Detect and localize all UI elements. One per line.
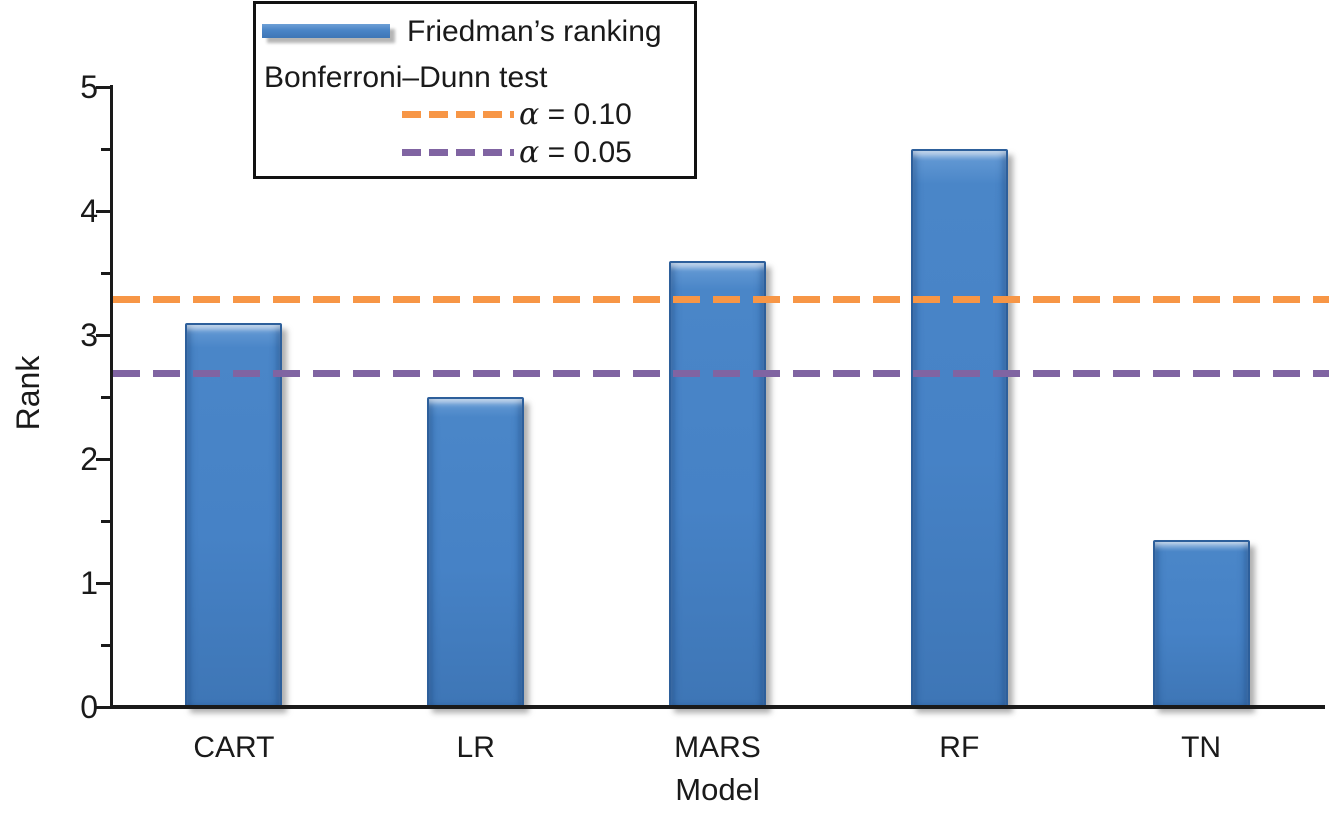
y-minor-tick: [101, 643, 110, 647]
x-tick-label-tn: TN: [1181, 731, 1222, 764]
x-tick-label-lr: LR: [456, 731, 495, 764]
bar-rf: [910, 149, 1008, 707]
alpha-010-value: = 0.10: [547, 98, 632, 131]
legend-box: Friedman’s ranking Bonferroni–Dunn test …: [253, 1, 697, 179]
x-axis-title: Model: [675, 772, 760, 807]
y-major-tick: [96, 85, 110, 89]
x-tick-label-mars: MARS: [674, 731, 761, 764]
y-tick-label: 5: [80, 69, 98, 105]
reference-line-alpha-005: [113, 369, 1329, 377]
y-tick-label: 0: [80, 689, 98, 725]
legend-dash-swatch-alpha-010: [402, 111, 514, 118]
bar-tn: [1152, 539, 1250, 707]
x-tick-label-cart: CART: [193, 731, 275, 764]
y-minor-tick: [101, 395, 110, 399]
bar-cart: [185, 322, 283, 707]
bar-mars: [669, 260, 766, 707]
legend-label-alpha-010: α = 0.10: [519, 97, 632, 133]
y-tick-label: 3: [80, 317, 98, 353]
y-minor-tick: [101, 519, 110, 523]
y-major-tick: [96, 333, 110, 337]
legend-series-label: Friedman’s ranking: [407, 15, 662, 48]
y-minor-tick: [101, 271, 110, 275]
alpha-symbol: α: [519, 135, 540, 170]
legend-group-label: Bonferroni–Dunn test: [264, 61, 548, 94]
y-tick-label: 1: [80, 565, 98, 601]
legend-dash-swatch-alpha-005: [402, 149, 514, 156]
y-major-tick: [96, 209, 110, 213]
reference-line-alpha-010: [113, 295, 1329, 303]
y-major-tick: [96, 457, 110, 461]
x-tick-label-rf: RF: [939, 731, 980, 764]
y-tick-label: 4: [80, 193, 98, 229]
y-axis-title: Rank: [10, 355, 46, 431]
x-axis-line: [110, 705, 1325, 709]
y-major-tick: [96, 705, 110, 709]
legend-bar-swatch: [262, 24, 390, 38]
y-minor-tick: [101, 147, 110, 151]
y-major-tick: [96, 581, 110, 585]
legend-label-alpha-005: α = 0.05: [519, 135, 632, 171]
y-tick-label: 2: [80, 441, 98, 477]
alpha-005-value: = 0.05: [547, 136, 632, 169]
bar-lr: [427, 397, 525, 707]
alpha-symbol: α: [519, 97, 540, 132]
y-axis-line: [110, 85, 113, 709]
